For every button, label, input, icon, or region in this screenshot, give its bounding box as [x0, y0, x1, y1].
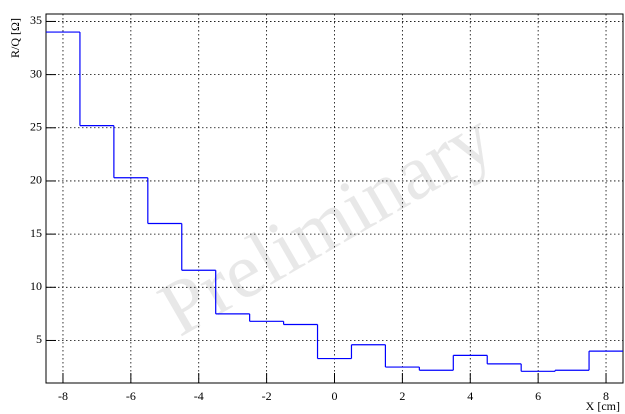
y-tick-label: 35: [30, 13, 42, 27]
y-tick-label: 30: [30, 66, 42, 80]
y-axis-label: R/Q [Ω]: [8, 18, 22, 58]
x-tick-label: 8: [603, 389, 609, 403]
y-tick-label: 15: [30, 226, 42, 240]
x-tick-label: 6: [535, 389, 541, 403]
plot-frame: [45, 13, 624, 384]
x-tick-label: -6: [126, 389, 136, 403]
x-tick-label: -2: [262, 389, 272, 403]
y-tick-label: 25: [30, 120, 42, 134]
x-axis-label: X [cm]: [586, 399, 620, 413]
x-tick-label: 2: [399, 389, 405, 403]
x-tick-label: -4: [194, 389, 204, 403]
y-tick-label: 10: [30, 279, 42, 293]
y-tick-label: 5: [36, 332, 42, 346]
x-tick-label: 0: [332, 389, 338, 403]
y-tick-label: 20: [30, 173, 42, 187]
x-tick-label: -8: [58, 389, 68, 403]
x-tick-label: 4: [467, 389, 473, 403]
